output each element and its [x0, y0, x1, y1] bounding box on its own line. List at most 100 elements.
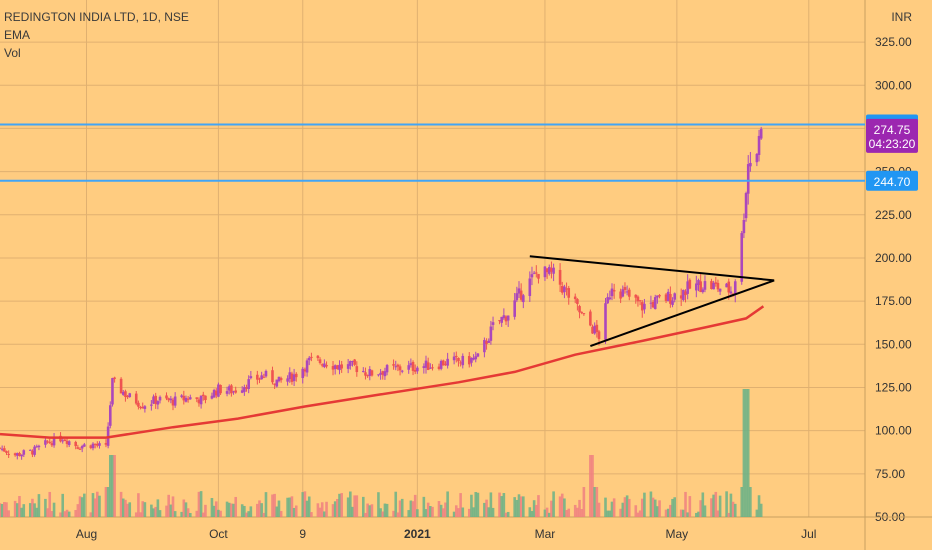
x-tick-label: Aug — [76, 527, 97, 541]
candle-body — [381, 371, 385, 375]
candle-body — [621, 289, 625, 297]
volume-bar — [688, 496, 692, 517]
candle-body — [454, 355, 458, 357]
volume-bar — [307, 496, 311, 517]
candle-body — [625, 291, 629, 293]
volume-bar — [485, 499, 488, 517]
candle-body — [279, 378, 283, 381]
volume-bar — [552, 491, 555, 517]
triangle-lower-trendline[interactable] — [590, 279, 775, 347]
volume-bar — [377, 492, 380, 517]
candle-body — [580, 311, 584, 313]
volume-bar — [565, 510, 568, 517]
candle-body — [684, 291, 687, 296]
volume-bar — [292, 507, 296, 517]
candle-body — [528, 278, 532, 296]
candle-body — [294, 373, 298, 378]
candle-body — [656, 295, 659, 298]
volume-bar — [96, 491, 99, 517]
volume-bar — [173, 511, 177, 517]
volume-bar — [664, 509, 668, 517]
volume-bar — [260, 503, 263, 517]
volume-bar — [83, 493, 86, 517]
volume-bar — [545, 507, 549, 517]
volume-bar — [714, 491, 718, 517]
volume-bar — [578, 499, 581, 517]
x-tick-label: Oct — [209, 527, 228, 541]
volume-bar — [610, 501, 614, 517]
volume-bar — [656, 506, 659, 517]
candle-body — [104, 443, 108, 445]
candle-body — [124, 391, 127, 397]
ema-line[interactable] — [0, 305, 765, 439]
volume-bar — [210, 498, 214, 517]
volume-bar — [370, 504, 374, 517]
candle-body — [640, 302, 644, 311]
candle-body — [699, 281, 702, 293]
candle-body — [240, 390, 244, 393]
volume-bar — [636, 512, 640, 517]
volume-bar — [0, 503, 2, 517]
candle-body — [83, 444, 86, 447]
triangle-upper-trendline[interactable] — [529, 255, 775, 282]
volume-bar — [195, 510, 199, 517]
volume-bar — [286, 497, 289, 517]
volume-bar — [279, 510, 283, 517]
volume-bar — [31, 498, 34, 517]
candle-body — [165, 395, 168, 399]
ema-indicator-label[interactable]: EMA — [4, 28, 31, 42]
volume-bar — [189, 512, 192, 517]
volume-bar — [273, 493, 276, 517]
volume-bar — [506, 511, 510, 517]
candle-body — [201, 394, 205, 397]
volume-indicator-label[interactable]: Vol — [4, 46, 21, 60]
volume-bar — [204, 504, 207, 517]
candle-body — [498, 320, 501, 322]
candle-body — [595, 324, 599, 332]
candle-body — [232, 391, 235, 393]
candle-body — [634, 294, 638, 298]
volume-bar — [141, 501, 145, 517]
y-tick-label: 300.00 — [875, 78, 912, 92]
y-tick-label: 150.00 — [875, 337, 912, 351]
candle-body — [545, 268, 549, 273]
volume-bar — [61, 493, 65, 517]
candle-body — [210, 395, 214, 399]
candle-body — [195, 397, 199, 399]
candle-body — [292, 374, 296, 381]
level-tag-lower-label: 244.70 — [874, 175, 911, 189]
candle-body — [519, 290, 523, 300]
candle-body — [407, 365, 411, 370]
volume-bar — [608, 510, 612, 517]
volume-bar — [666, 508, 670, 517]
volume-bar — [349, 491, 352, 517]
candle-body — [727, 281, 731, 293]
volume-bar — [37, 494, 41, 517]
candle-body — [740, 233, 744, 282]
candle-body — [61, 440, 65, 442]
candle-body — [426, 362, 430, 370]
candle-body — [578, 306, 581, 313]
candle-body — [502, 315, 506, 319]
candle-body — [247, 379, 250, 389]
candle-body — [431, 367, 434, 369]
volume-bar — [78, 496, 82, 517]
volume-bar — [134, 512, 138, 517]
candle-body — [121, 392, 125, 395]
candle-body — [703, 281, 707, 290]
candle-body — [666, 291, 670, 302]
candle-body — [470, 357, 473, 363]
candle-body — [316, 355, 320, 359]
volume-bar — [621, 502, 625, 517]
candle-body — [333, 365, 337, 370]
candle-body — [759, 128, 763, 139]
candle-body — [212, 389, 216, 398]
volume-bar — [731, 501, 735, 517]
volume-bar — [258, 500, 261, 517]
volume-bar — [697, 511, 700, 517]
volume-bar — [640, 498, 644, 517]
volume-bar — [727, 512, 731, 517]
volume-bar — [310, 512, 313, 517]
